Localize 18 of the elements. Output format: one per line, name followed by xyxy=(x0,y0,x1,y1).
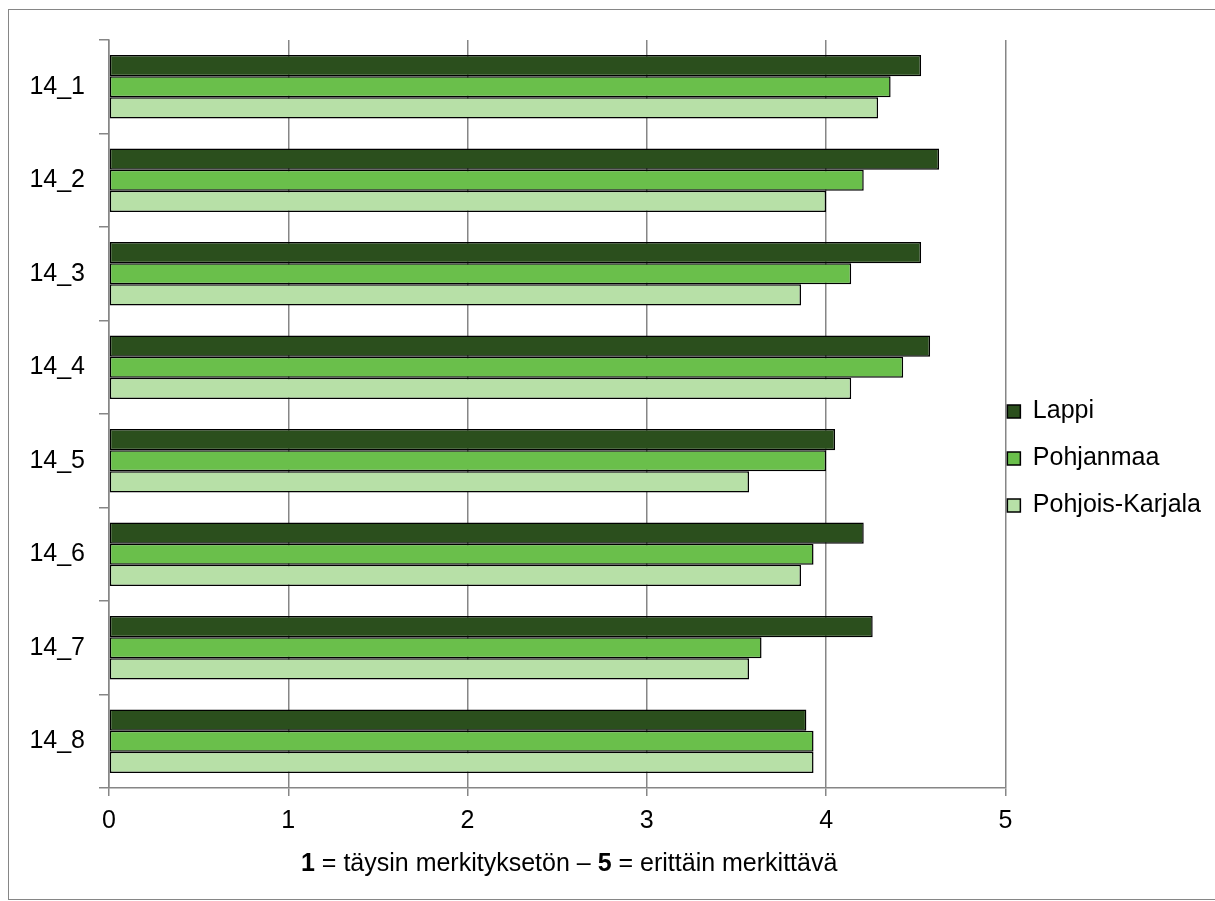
y-tick-label: 14_2 xyxy=(29,164,85,193)
x-tick-label: 5 xyxy=(998,804,1013,833)
y-tick-label: 14_5 xyxy=(29,444,85,473)
y-tick-label: 14_3 xyxy=(29,257,85,286)
x-tick-label: 1 xyxy=(281,804,296,833)
x-tick-label: 0 xyxy=(102,804,116,833)
y-tick-label: 14_7 xyxy=(29,631,85,660)
legend-label: Lappi xyxy=(1032,395,1095,424)
legend-label: Pohjanmaa xyxy=(1032,442,1160,471)
legend-label: Pohjois-Karjala xyxy=(1032,489,1202,518)
y-tick-label: 14_8 xyxy=(29,725,85,754)
x-tick-label: 4 xyxy=(819,804,834,833)
x-axis-title: 1 = täysin merkityksetön – 5 = erittäin merkittävä xyxy=(300,847,838,877)
y-tick-label: 14_1 xyxy=(29,70,85,99)
x-tick-label: 3 xyxy=(639,804,654,833)
y-tick-label: 14_4 xyxy=(29,351,86,380)
x-tick-label: 2 xyxy=(460,804,475,833)
y-tick-label: 14_6 xyxy=(29,538,85,567)
